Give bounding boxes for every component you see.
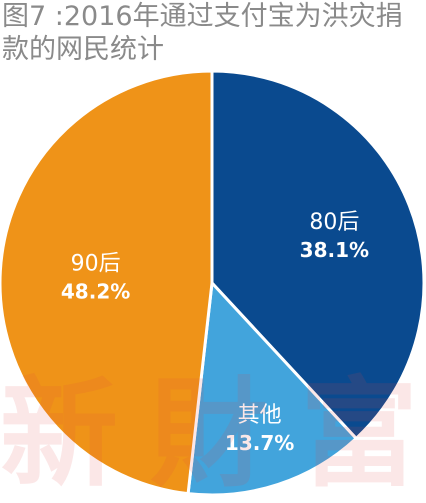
slice-value-label-2: 13.7% [225, 431, 294, 455]
slice-value-label-1: 38.1% [300, 238, 369, 262]
pie-slice-3 [0, 69, 214, 496]
pie-slice-1 [210, 69, 426, 441]
slice-value-label-3: 48.2% [61, 279, 130, 303]
slice-label-2: 其他 [238, 403, 282, 428]
chart-title: 图7 :2016年通过支付宝为洪灾捐款的网民统计 [2, 1, 403, 65]
slice-label-1: 80后 [309, 210, 359, 235]
slice-label-3: 90后 [71, 251, 121, 276]
